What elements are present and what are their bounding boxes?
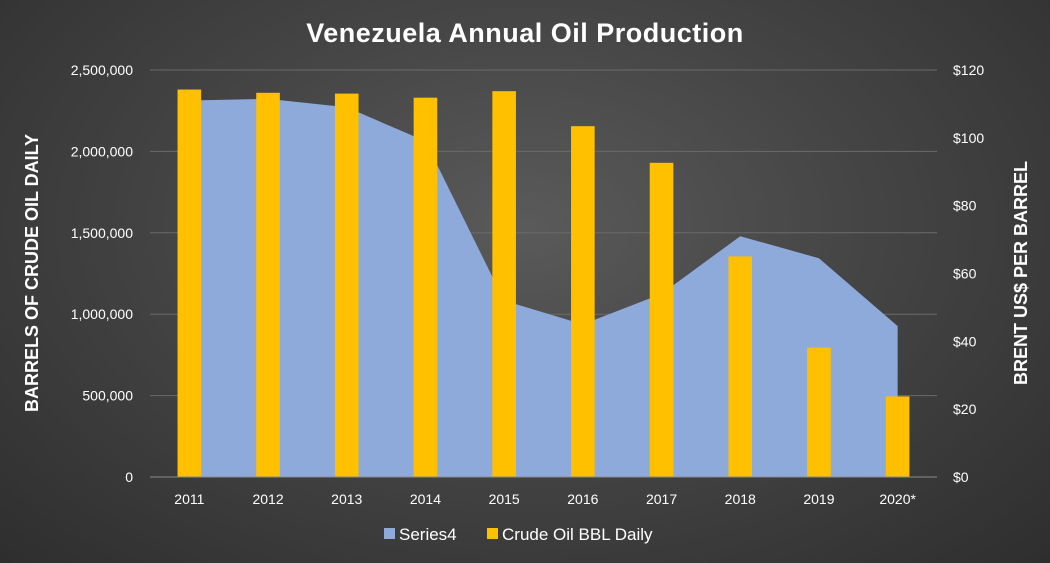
bar-crude-oil <box>177 89 202 477</box>
x-axis-tick-label: 2019 <box>803 491 834 507</box>
bar-crude-oil <box>492 91 516 477</box>
left-axis-tick-label: 2,500,000 <box>71 62 133 78</box>
legend-swatch-crude-oil <box>487 528 498 539</box>
x-axis-tick-label: 2013 <box>331 491 362 507</box>
legend-label-series4: Series4 <box>399 525 457 544</box>
right-axis-tick-label: $40 <box>953 333 977 349</box>
right-axis-tick-label: $0 <box>953 469 969 485</box>
bar-crude-oil <box>413 97 438 478</box>
x-axis-tick-label: 2014 <box>410 491 441 507</box>
right-axis-tick-label: $80 <box>953 198 977 214</box>
x-axis-tick-label: 2015 <box>489 491 520 507</box>
area-series4 <box>189 98 898 478</box>
legend-label-crude-oil: Crude Oil BBL Daily <box>502 525 653 544</box>
left-axis-title: BARRELS OF CRUDE OIL DAILY <box>22 134 42 412</box>
chart-title: Venezuela Annual Oil Production <box>306 18 744 48</box>
right-axis-tick-label: $60 <box>953 266 977 282</box>
right-axis-tick-label: $100 <box>953 130 984 146</box>
x-axis-tick-label: 2012 <box>252 491 283 507</box>
x-axis-tick-label: 2020* <box>879 491 916 507</box>
bar-crude-oil <box>571 126 595 477</box>
bar-crude-oil <box>728 256 753 477</box>
bar-series <box>177 89 910 478</box>
right-axis-tick-label: $20 <box>953 401 977 417</box>
legend: Series4 Crude Oil BBL Daily <box>384 525 653 544</box>
area-series <box>189 98 898 478</box>
x-axis-tick-label: 2017 <box>646 491 677 507</box>
left-axis-tick-label: 2,000,000 <box>71 143 133 159</box>
left-axis-tick-label: 1,000,000 <box>71 306 133 322</box>
bar-crude-oil <box>649 162 674 477</box>
x-axis-tick-label: 2016 <box>567 491 598 507</box>
x-axis-tick-label: 2011 <box>174 491 204 507</box>
bar-crude-oil <box>807 347 831 477</box>
legend-swatch-series4 <box>384 528 395 539</box>
x-axis-tick-label: 2018 <box>725 491 756 507</box>
right-axis-tick-label: $120 <box>953 62 984 78</box>
bar-crude-oil <box>885 396 910 477</box>
bar-crude-oil <box>256 92 280 478</box>
bar-crude-oil <box>334 93 359 477</box>
left-axis-tick-label: 500,000 <box>82 388 133 404</box>
left-axis-tick-label: 0 <box>125 469 133 485</box>
axes: 0 500,000 1,000,000 1,500,000 2,000,000 2,500… <box>71 62 985 507</box>
left-axis-tick-label: 1,500,000 <box>71 225 133 241</box>
right-axis-title: BRENT US$ PER BARREL <box>1011 161 1031 385</box>
